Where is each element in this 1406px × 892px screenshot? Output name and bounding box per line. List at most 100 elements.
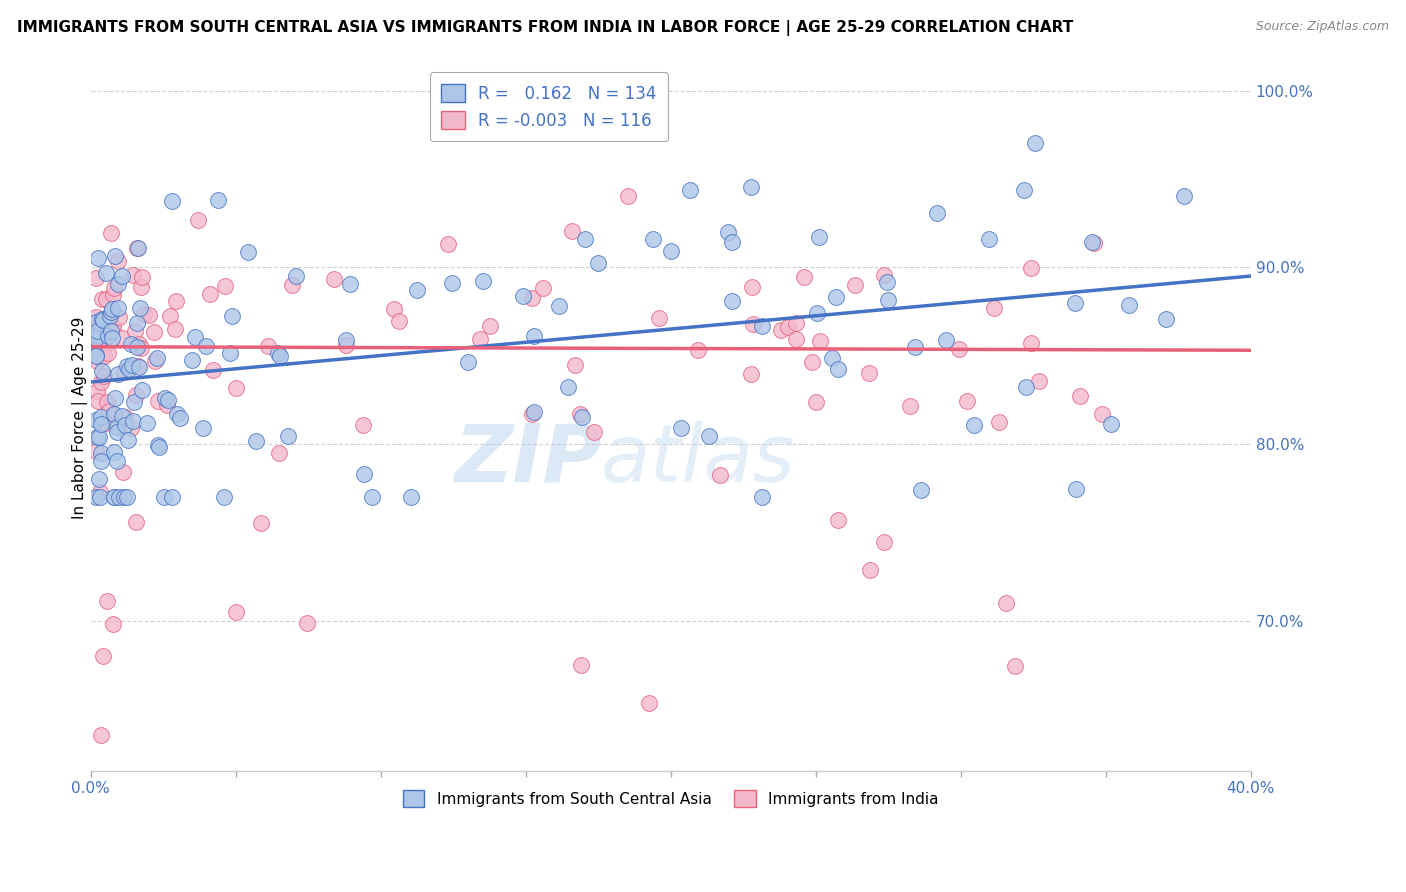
Point [111,466,134,480]
Point [105,419,128,434]
Point [988,416,1011,430]
Point [531,281,554,295]
Point [821,351,844,365]
Point [96,593,118,607]
Point [97,346,120,360]
Point [709,468,731,483]
Point [688,343,710,358]
Point [93,312,115,326]
Point [108,490,131,504]
Point [801,355,824,369]
Point [103,490,125,504]
Point [183,330,205,344]
Point [569,407,592,421]
Point [523,329,546,343]
Point [96,292,118,306]
Point [1028,374,1050,388]
Point [1081,235,1104,249]
Point [281,278,304,293]
Point [90,454,112,468]
Point [148,438,170,452]
Point [323,272,346,286]
Point [91,312,114,326]
Point [557,380,579,394]
Point [86,324,108,338]
Point [740,368,762,382]
Point [121,268,143,282]
Point [785,317,807,331]
Point [89,485,111,500]
Point [86,384,108,399]
Point [90,446,112,460]
Point [98,404,121,418]
Point [824,290,846,304]
Point [872,268,894,283]
Point [101,301,124,316]
Point [125,316,148,330]
Point [91,648,114,663]
Point [218,345,240,359]
Point [93,349,115,363]
Point [120,420,142,434]
Point [225,606,247,620]
Point [111,331,134,345]
Point [399,490,422,504]
Point [352,417,374,432]
Point [162,490,184,504]
Point [87,393,110,408]
Point [111,269,134,284]
Point [107,367,129,381]
Point [876,293,898,307]
Point [159,309,181,323]
Point [778,320,800,334]
Point [91,364,114,378]
Point [437,236,460,251]
Point [103,407,125,421]
Point [86,348,108,362]
Point [180,352,202,367]
Point [1014,380,1036,394]
Point [104,249,127,263]
Text: ZIP: ZIP [454,421,602,499]
Point [1019,335,1042,350]
Point [101,617,124,632]
Point [195,339,218,353]
Point [925,206,948,220]
Point [569,658,592,673]
Point [129,341,152,355]
Point [659,244,682,258]
Point [1024,136,1046,150]
Point [269,349,291,363]
Point [441,276,464,290]
Point [335,334,357,348]
Point [910,483,932,497]
Point [86,310,108,325]
Point [214,279,236,293]
Point [132,307,155,321]
Point [193,421,215,435]
Point [103,320,125,334]
Point [827,513,849,527]
Point [717,225,740,239]
Point [169,410,191,425]
Point [741,279,763,293]
Y-axis label: In Labor Force | Age 25-29: In Labor Force | Age 25-29 [72,316,87,518]
Point [769,323,792,337]
Point [156,398,179,412]
Point [225,381,247,395]
Point [112,490,135,504]
Point [107,310,129,324]
Point [1012,183,1035,197]
Point [146,394,169,409]
Point [876,275,898,289]
Point [124,324,146,338]
Point [90,417,112,431]
Point [96,417,118,431]
Point [86,349,108,363]
Point [114,417,136,432]
Point [751,318,773,333]
Legend: Immigrants from South Central Asia, Immigrants from India: Immigrants from South Central Asia, Immi… [394,781,948,816]
Point [382,301,405,316]
Point [859,563,882,577]
Point [561,224,583,238]
